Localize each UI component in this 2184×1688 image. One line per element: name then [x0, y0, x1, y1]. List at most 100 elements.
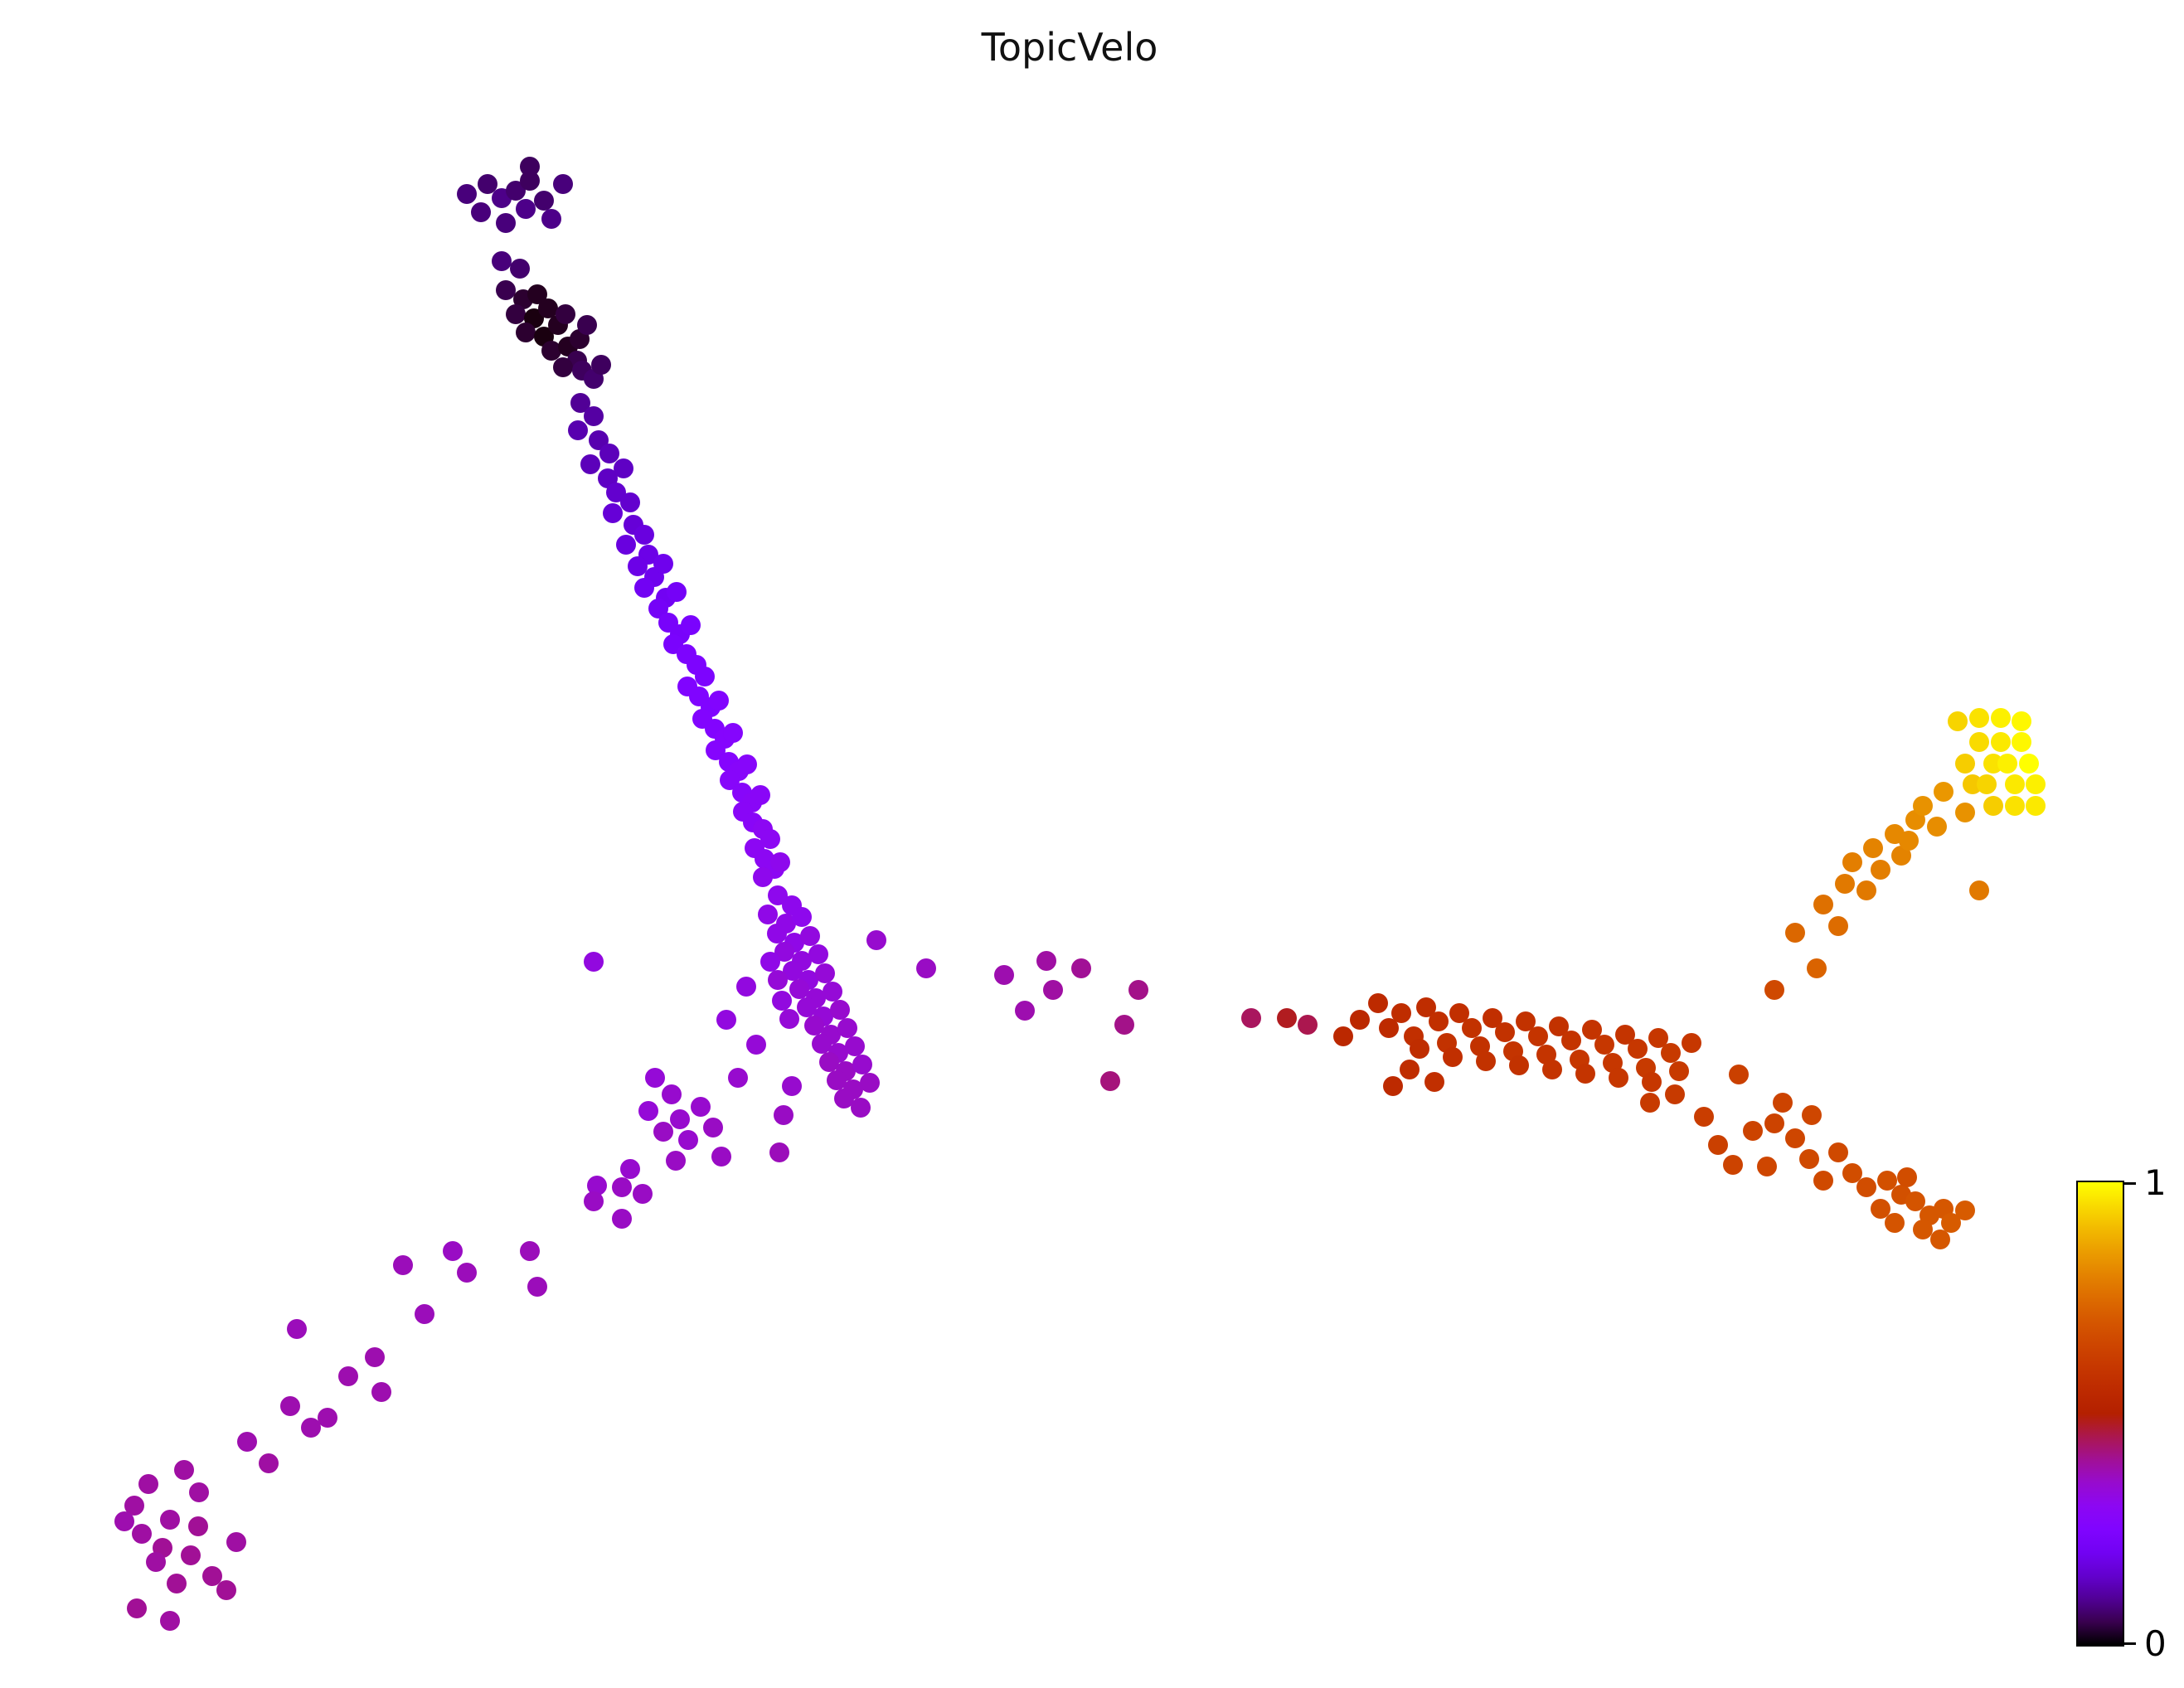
data-point: [127, 1598, 147, 1618]
data-point: [760, 829, 780, 849]
data-point: [783, 961, 803, 981]
data-point: [1549, 1016, 1569, 1036]
data-point: [614, 458, 633, 478]
data-point: [812, 1034, 832, 1054]
data-point: [1871, 860, 1890, 880]
data-point: [1955, 1201, 1975, 1220]
data-point: [695, 667, 715, 686]
data-point: [1807, 958, 1827, 978]
data-point: [1561, 1031, 1581, 1050]
data-point: [1462, 1018, 1482, 1038]
data-point: [1930, 1230, 1950, 1249]
data-point: [1799, 1149, 1819, 1169]
data-point: [620, 1159, 640, 1179]
data-point: [667, 582, 687, 602]
data-point: [1813, 1171, 1833, 1191]
data-point: [132, 1524, 152, 1544]
data-point: [259, 1453, 279, 1473]
data-point: [2019, 754, 2039, 774]
data-point: [589, 430, 609, 450]
data-point: [767, 924, 787, 943]
data-point: [823, 982, 842, 1002]
data-point: [1509, 1055, 1529, 1075]
data-point: [1241, 1008, 1261, 1028]
data-point: [819, 1052, 839, 1072]
data-point: [1997, 754, 2017, 774]
data-point: [770, 852, 790, 872]
data-point: [620, 492, 640, 512]
data-point: [782, 1076, 802, 1096]
data-point: [1100, 1071, 1120, 1091]
data-point: [736, 977, 756, 997]
colorbar-tick-max: [2124, 1182, 2136, 1185]
data-point: [634, 578, 654, 598]
data-point: [815, 963, 835, 983]
data-point: [994, 965, 1014, 985]
data-point: [584, 1191, 604, 1211]
data-point: [538, 298, 558, 318]
data-point: [830, 1000, 850, 1020]
data-point: [584, 952, 604, 972]
data-point: [1723, 1155, 1743, 1175]
data-point: [520, 171, 540, 191]
data-point: [534, 191, 554, 211]
data-point: [124, 1496, 144, 1516]
data-point: [760, 952, 780, 972]
data-point: [1470, 1036, 1490, 1056]
data-point: [1969, 880, 1989, 900]
colorbar-min-label: 0: [2144, 1623, 2167, 1664]
data-point: [146, 1552, 166, 1572]
data-point: [1128, 980, 1148, 1000]
data-point: [301, 1418, 321, 1438]
data-point: [612, 1177, 632, 1197]
data-point: [457, 1263, 477, 1283]
data-point: [804, 1016, 824, 1036]
data-point: [1603, 1053, 1623, 1073]
data-point: [365, 1347, 385, 1367]
data-point: [1757, 1157, 1777, 1176]
data-point: [852, 1055, 872, 1074]
data-point: [516, 199, 536, 219]
data-point: [678, 1130, 698, 1150]
data-point: [851, 1098, 871, 1118]
data-point: [860, 1073, 880, 1093]
data-point: [510, 259, 530, 279]
data-point: [1764, 1113, 1784, 1133]
data-point: [772, 991, 792, 1011]
data-point: [415, 1304, 434, 1324]
data-point: [1729, 1065, 1749, 1084]
data-point: [577, 315, 597, 335]
data-point: [1379, 1018, 1399, 1038]
data-point: [1877, 1171, 1897, 1191]
data-point: [746, 1035, 766, 1055]
data-point: [1476, 1051, 1496, 1071]
data-point: [1969, 708, 1989, 728]
data-point: [691, 1097, 711, 1117]
data-point: [1383, 1076, 1403, 1096]
data-point: [845, 1036, 865, 1056]
data-point: [1640, 1093, 1660, 1113]
data-point: [553, 357, 573, 377]
data-point: [138, 1474, 158, 1494]
data-point: [797, 997, 817, 1017]
data-point: [1983, 754, 2003, 774]
data-point: [1802, 1105, 1822, 1125]
data-point: [774, 942, 794, 962]
colorbar-gradient: [2078, 1182, 2123, 1645]
data-point: [1298, 1015, 1318, 1035]
data-point: [216, 1580, 236, 1600]
data-point: [2005, 774, 2025, 794]
data-point: [1036, 951, 1056, 971]
data-point: [1333, 1026, 1353, 1046]
data-point: [1743, 1121, 1763, 1141]
data-point: [1891, 846, 1911, 866]
data-point: [711, 1147, 731, 1167]
data-point: [1856, 1177, 1876, 1197]
data-point: [1536, 1045, 1556, 1065]
data-point: [653, 1122, 673, 1142]
data-point: [584, 406, 604, 426]
data-point: [599, 444, 619, 463]
data-point: [591, 355, 611, 375]
